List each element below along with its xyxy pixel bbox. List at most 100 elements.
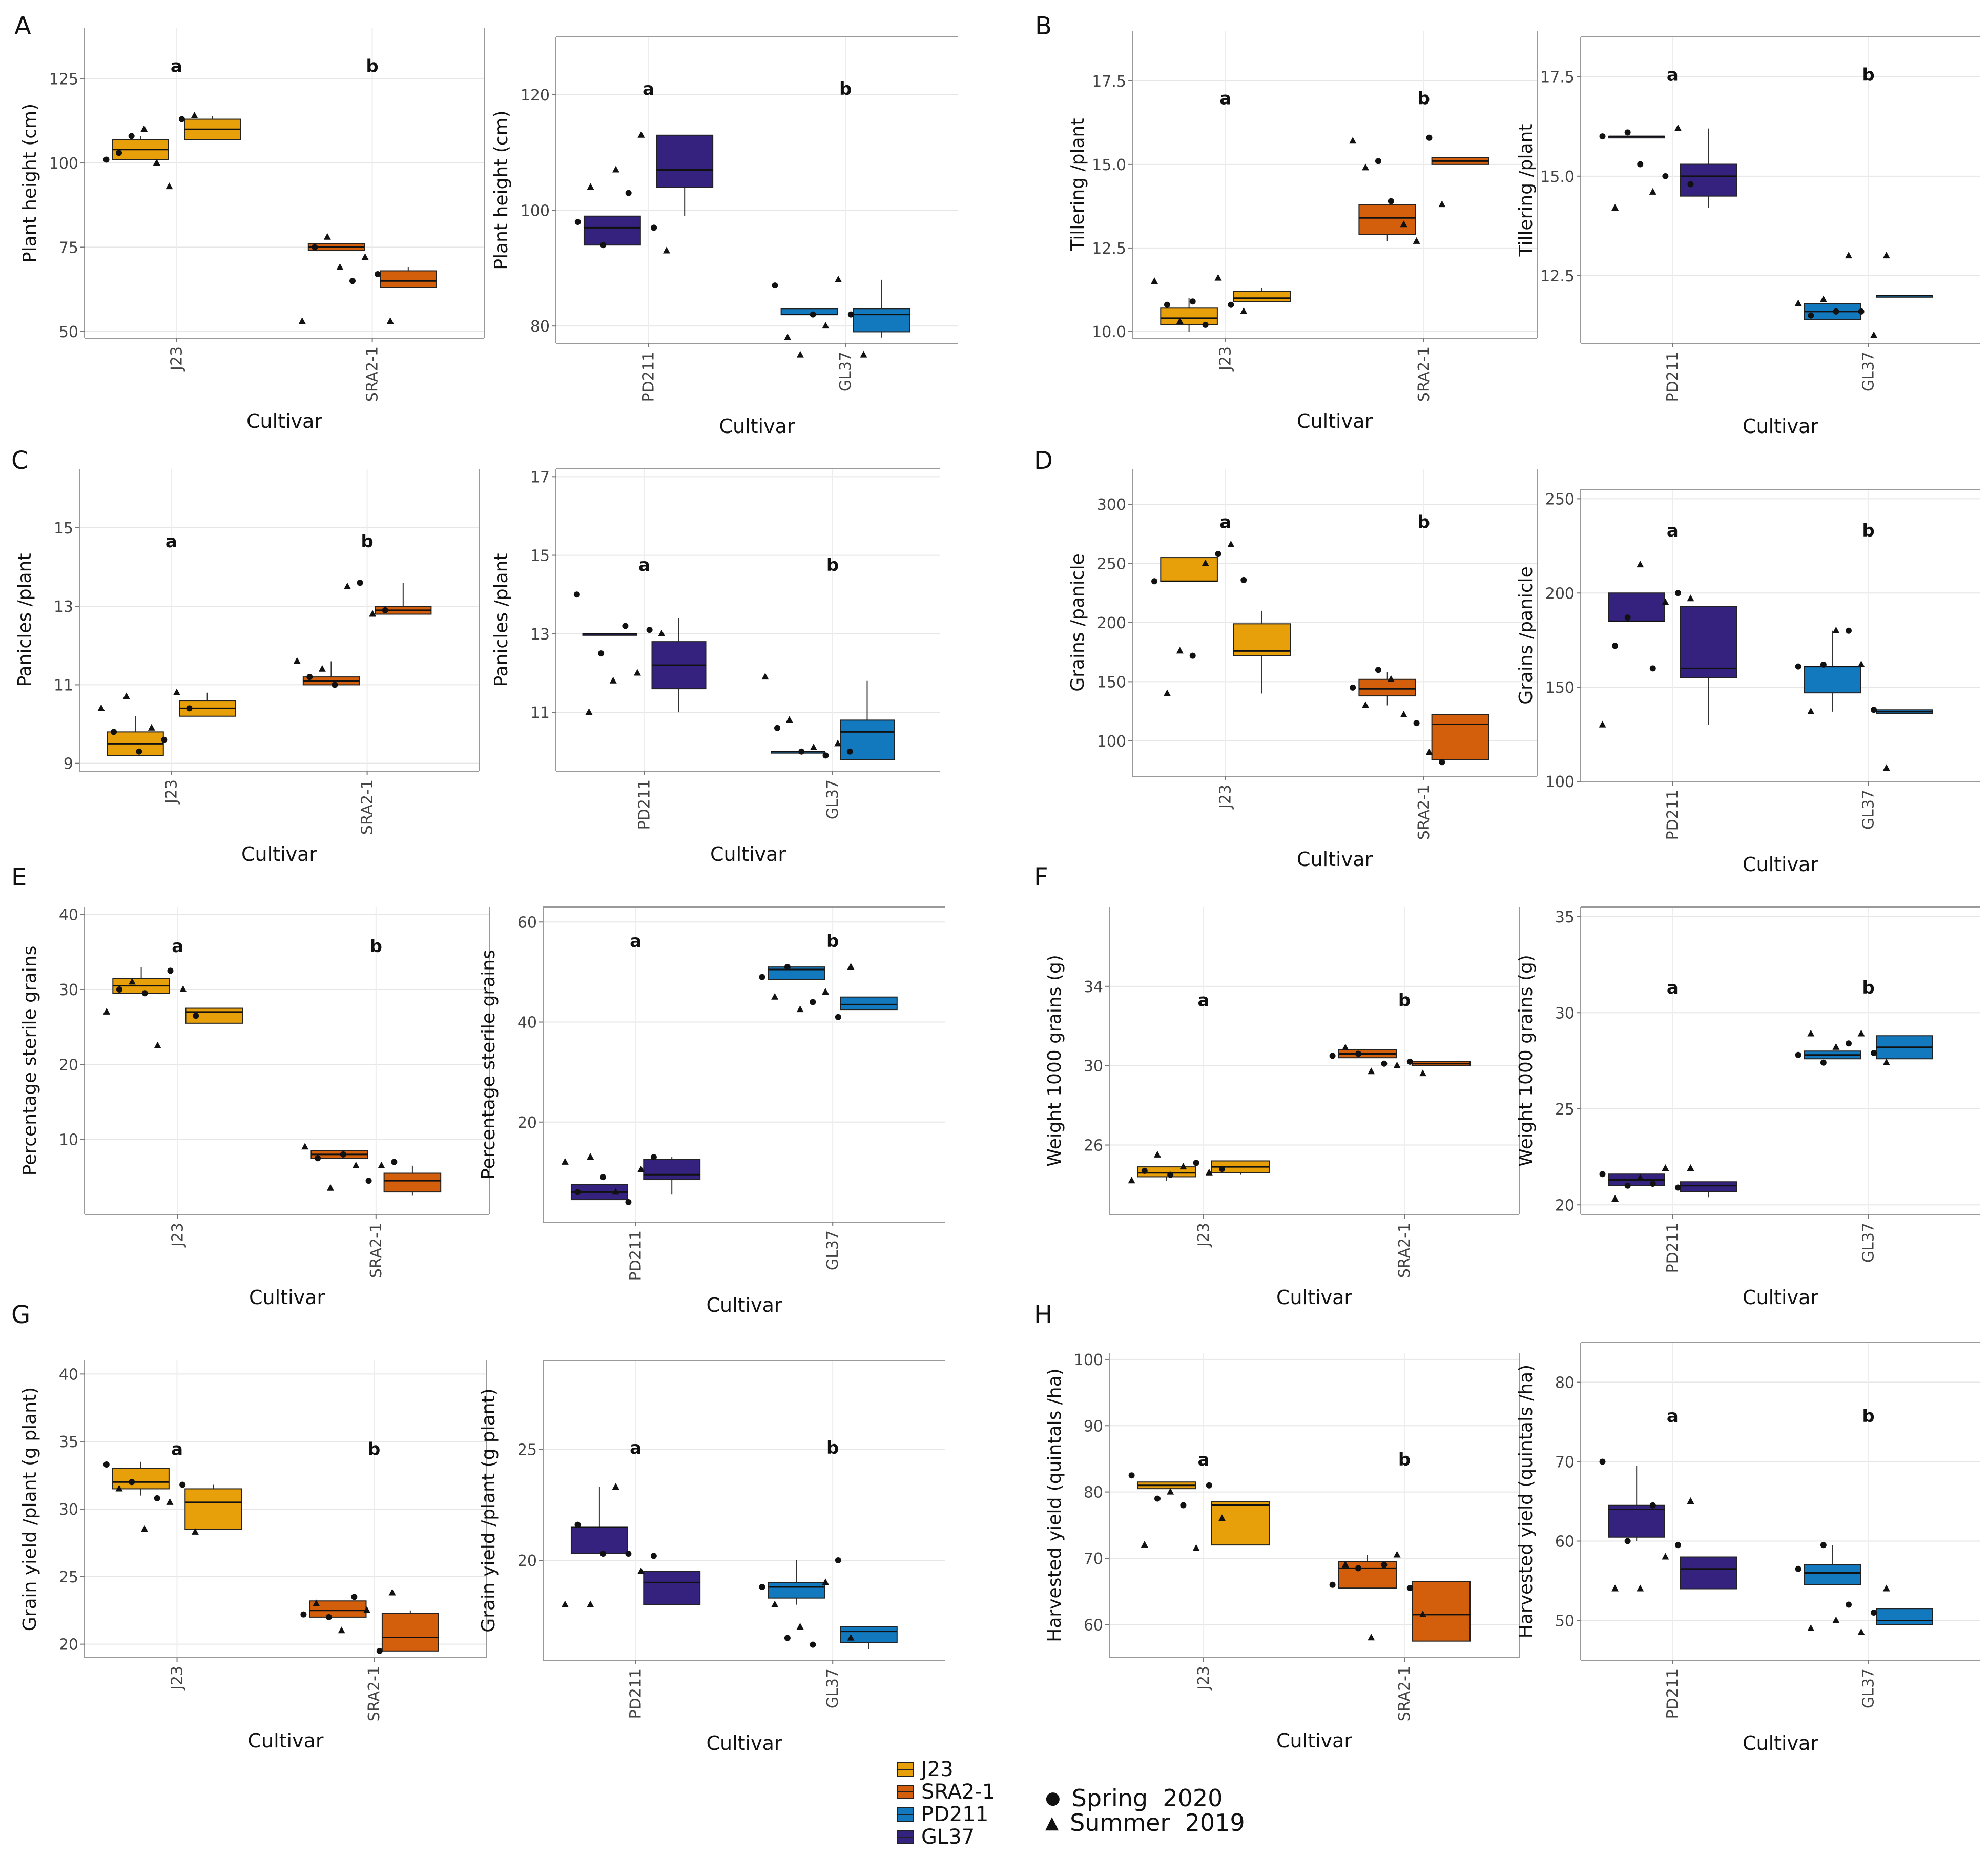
data-point-summer <box>1205 1168 1213 1176</box>
box-gl37 <box>643 1159 701 1181</box>
y-axis-title: Grains /panicle <box>1516 566 1537 705</box>
data-point-summer <box>771 993 779 1000</box>
y-tick-label: 34 <box>1084 978 1103 996</box>
data-point-summer <box>1214 274 1222 281</box>
data-point-spring <box>1141 1167 1148 1174</box>
data-point-spring <box>141 990 148 997</box>
data-point-summer <box>369 610 377 617</box>
data-point-spring <box>1599 133 1606 140</box>
data-point-spring <box>1355 1565 1361 1572</box>
data-point-spring <box>1795 1051 1801 1058</box>
data-point-summer <box>835 275 842 282</box>
box-sra2-1 <box>1412 1581 1471 1642</box>
legend-item-sra2-1: SRA2-1 <box>897 1780 995 1804</box>
data-point-spring <box>193 1013 199 1019</box>
x-tick-label: J23 <box>1217 785 1235 810</box>
data-point-spring <box>1189 298 1196 305</box>
box-pd211 <box>1876 1608 1933 1625</box>
data-point-summer <box>1154 1150 1161 1158</box>
data-point-spring <box>365 1178 372 1184</box>
data-point-spring <box>129 1479 135 1486</box>
y-tick-label: 40 <box>59 906 78 924</box>
y-tick-label: 25 <box>517 1441 537 1459</box>
y-tick-label: 100 <box>1545 773 1575 791</box>
data-point-spring <box>1687 181 1694 188</box>
data-point-summer <box>1882 252 1890 259</box>
data-point-spring <box>1151 578 1158 585</box>
x-axis-title: Cultivar <box>1276 1286 1352 1309</box>
y-tick-label: 125 <box>49 71 78 89</box>
x-axis-title: Cultivar <box>1743 415 1818 438</box>
data-point-summer <box>293 657 301 664</box>
data-point-spring <box>340 1151 346 1158</box>
legend-item-j23: J23 <box>897 1758 954 1781</box>
data-point-summer <box>1341 1560 1349 1568</box>
chart-panel-c2: 11 13 15 17 Panicles /plant PD211 GL37 Cultivar… <box>491 468 940 865</box>
data-point-summer <box>313 1599 320 1606</box>
significance-letter: b <box>1862 521 1874 541</box>
data-point-spring <box>1674 1542 1681 1549</box>
data-point-spring <box>1649 1181 1656 1187</box>
data-point-summer <box>1687 1497 1694 1504</box>
box-pd211 <box>853 308 910 333</box>
panel-letter-g: G <box>11 1301 30 1329</box>
y-tick-label: 250 <box>1545 490 1575 508</box>
data-point-summer <box>165 182 173 190</box>
panel-letter-c: C <box>11 446 29 475</box>
y-tick-label: 25 <box>59 1569 78 1586</box>
x-axis-title: Cultivar <box>706 1294 782 1316</box>
data-point-spring <box>774 725 780 731</box>
significance-letter: b <box>1398 991 1411 1011</box>
data-point-spring <box>835 1557 841 1563</box>
box-gl37 <box>1680 163 1737 197</box>
data-point-summer <box>1425 748 1433 755</box>
y-axis-title: Panicles /plant <box>491 553 512 687</box>
y-tick-label: 15 <box>54 520 73 538</box>
data-point-summer <box>1674 124 1682 131</box>
data-point-summer <box>298 317 306 324</box>
data-point-spring <box>306 674 313 680</box>
data-point-summer <box>1637 561 1644 568</box>
data-point-summer <box>1438 200 1446 208</box>
data-point-spring <box>136 748 142 755</box>
y-tick-label: 10 <box>59 1131 78 1149</box>
legend-item-gl37: GL37 <box>897 1825 975 1849</box>
plot-area <box>1581 37 1980 343</box>
data-point-spring <box>1845 1040 1852 1047</box>
x-tick-label: SRA2-1 <box>364 346 382 402</box>
significance-letter: b <box>826 1438 839 1458</box>
significance-letter: a <box>643 79 654 99</box>
data-point-summer <box>561 1158 569 1165</box>
data-point-summer <box>637 1165 645 1172</box>
data-point-spring <box>810 1641 816 1648</box>
chart-panel-h2: 50 60 70 80 Harvested yield (quintals /ha) PD… <box>1516 1342 1980 1755</box>
y-tick-label: 80 <box>530 318 550 336</box>
data-point-spring <box>1228 301 1234 308</box>
x-tick-label: PD211 <box>627 1230 645 1281</box>
data-point-summer <box>1151 277 1158 284</box>
data-point-spring <box>1388 198 1394 204</box>
y-tick-label: 20 <box>1555 1197 1575 1214</box>
x-tick-label: J23 <box>162 779 180 805</box>
x-tick-label: SRA2-1 <box>367 1223 385 1278</box>
data-point-spring <box>1329 1053 1336 1059</box>
data-point-summer <box>1687 594 1694 602</box>
box-sra2-1 <box>1358 678 1416 697</box>
y-tick-label: 30 <box>1555 1004 1575 1022</box>
data-point-spring <box>1808 312 1814 319</box>
y-axis-title: Plant height (cm) <box>19 104 40 263</box>
data-point-summer <box>1819 295 1827 302</box>
y-tick-label: 35 <box>59 1433 78 1451</box>
data-point-spring <box>1795 663 1801 670</box>
y-tick-label: 250 <box>1097 555 1126 573</box>
data-point-summer <box>1662 1164 1669 1171</box>
x-tick-label: PD211 <box>640 352 658 402</box>
data-point-spring <box>574 1521 581 1528</box>
data-point-summer <box>191 111 198 118</box>
significance-letter: a <box>1667 65 1679 85</box>
data-point-summer <box>1637 1584 1644 1592</box>
y-tick-label: 100 <box>1074 1351 1103 1369</box>
data-point-summer <box>122 692 130 699</box>
y-tick-label: 30 <box>1084 1058 1103 1076</box>
data-point-spring <box>1820 662 1827 668</box>
